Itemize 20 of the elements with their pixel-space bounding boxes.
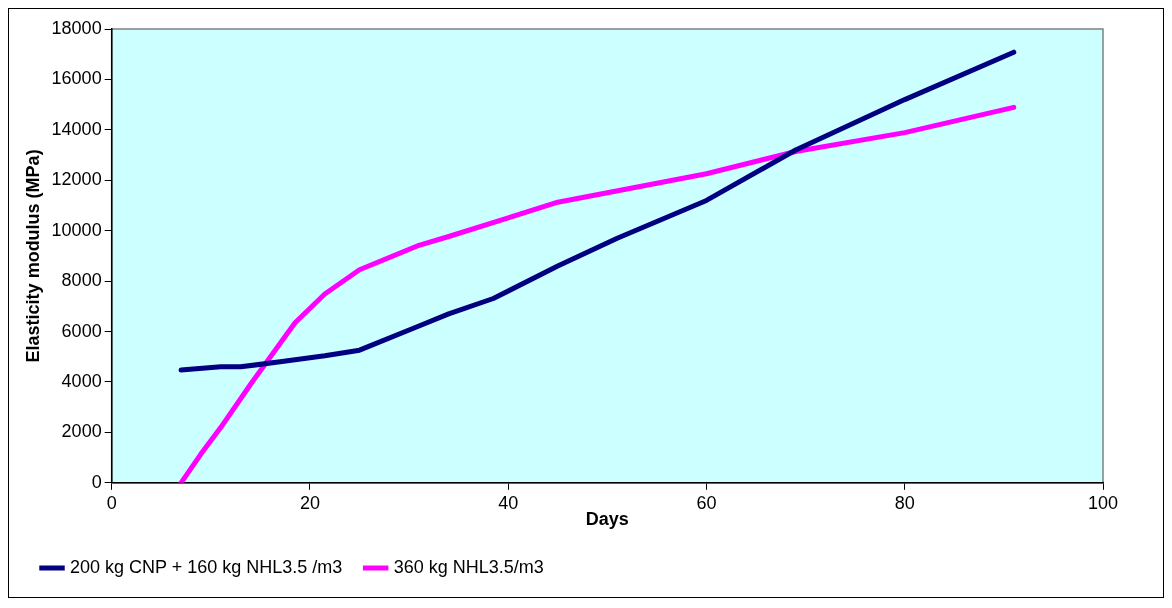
x-tick-label: 0 (106, 492, 117, 513)
y-tick-label: 16000 (51, 68, 102, 89)
y-axis-title: Elasticity modulus (MPa) (22, 149, 43, 363)
x-tick-label: 40 (498, 492, 519, 513)
y-tick-label: 2000 (61, 421, 102, 442)
y-tick-label: 0 (91, 471, 102, 492)
x-tick-label: 80 (894, 492, 915, 513)
x-axis-title: Days (585, 509, 629, 530)
y-tick-label: 6000 (61, 320, 102, 341)
x-tick-label: 60 (696, 492, 717, 513)
y-tick-label: 10000 (51, 219, 102, 240)
y-tick-label: 18000 (51, 17, 102, 38)
y-tick-label: 8000 (61, 270, 102, 291)
legend-label: 360 kg NHL3.5/m3 (393, 556, 544, 577)
y-tick-label: 4000 (61, 370, 102, 391)
y-tick-label: 14000 (51, 118, 102, 139)
x-tick-label: 100 (1087, 492, 1119, 513)
legend-label: 200 kg CNP + 160 kg NHL3.5 /m3 (70, 556, 343, 577)
x-tick-label: 20 (299, 492, 320, 513)
y-tick-label: 12000 (51, 169, 102, 190)
